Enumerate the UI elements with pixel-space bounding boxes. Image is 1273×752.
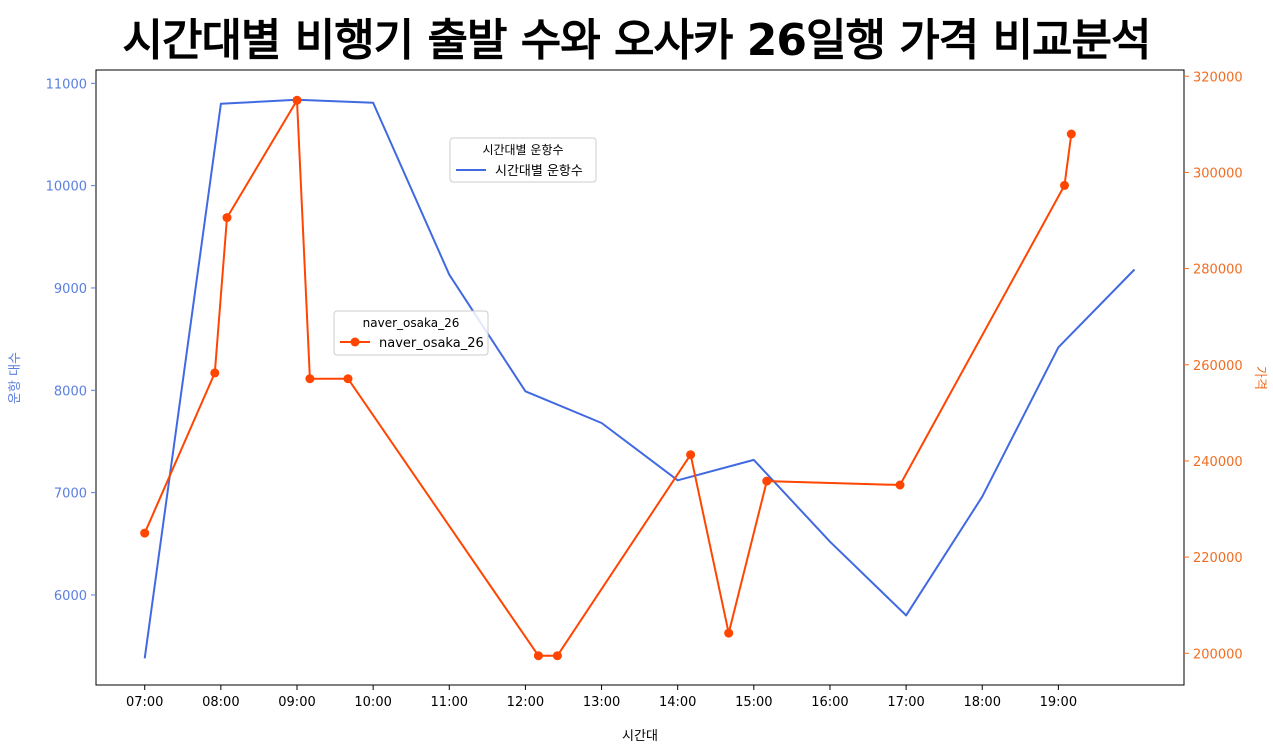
data-point	[895, 480, 905, 490]
legend-entry: 시간대별 운항수	[495, 164, 583, 179]
data-point	[762, 476, 772, 486]
data-point	[552, 651, 562, 661]
data-point	[292, 95, 302, 105]
data-point	[305, 374, 315, 384]
x-tick-label: 07:00	[126, 695, 163, 710]
y-right-tick-label: 300000	[1193, 166, 1243, 181]
legend-box	[449, 137, 597, 183]
legend-marker-swatch	[350, 337, 360, 347]
legend-naver-osaka: naver_osaka_26 naver_osaka_26	[333, 310, 489, 356]
y-left-axis-label: 운항 대수	[8, 352, 23, 404]
chart-title: 시간대별 비행기 출발 수와 오사카 26일행 가격 비교분석	[122, 15, 1151, 66]
y-left-axis: 6000 7000 8000 9000 10000 11000	[46, 77, 96, 604]
x-tick-label: 13:00	[583, 695, 620, 710]
y-right-tick-label: 260000	[1193, 359, 1243, 374]
data-point	[343, 374, 353, 384]
x-tick-label: 15:00	[735, 695, 772, 710]
legend-flights: 시간대별 운항수 시간대별 운항수	[449, 137, 597, 183]
x-tick-label: 09:00	[278, 695, 315, 710]
y-right-tick-label: 320000	[1193, 70, 1243, 85]
legend-title: 시간대별 운항수	[482, 143, 563, 157]
x-tick-label: 10:00	[354, 695, 391, 710]
y-right-tick-label: 200000	[1193, 647, 1243, 662]
legend-box	[333, 310, 489, 356]
data-point	[686, 450, 696, 460]
series-line-flights	[143, 98, 1136, 659]
data-point	[724, 628, 734, 638]
x-tick-label: 11:00	[431, 695, 468, 710]
y-left-tick-label: 9000	[54, 282, 87, 297]
data-point	[140, 528, 150, 538]
legend-entry: naver_osaka_26	[379, 336, 484, 351]
series-line-naver-osaka-26	[143, 99, 1073, 657]
y-left-tick-label: 11000	[46, 77, 87, 92]
x-axis: 07:00 08:00 09:00 10:00 11:00 12:00 13:00 14:00…	[126, 685, 1077, 710]
plot-frame	[95, 69, 1185, 686]
y-right-tick-label: 280000	[1193, 263, 1243, 278]
y-right-tick-label: 240000	[1193, 455, 1243, 470]
x-tick-label: 14:00	[659, 695, 696, 710]
data-point	[1060, 180, 1069, 190]
x-tick-label: 18:00	[964, 695, 1001, 710]
y-right-axis-label: 가격	[1252, 366, 1267, 390]
legend-title: naver_osaka_26	[363, 316, 460, 330]
y-right-axis: 200000 220000 240000 260000 280000 300000 3200…	[1184, 70, 1243, 662]
data-point	[1066, 129, 1076, 139]
data-point	[210, 368, 220, 378]
x-tick-label: 12:00	[507, 695, 544, 710]
data-point	[222, 213, 232, 223]
y-left-tick-label: 10000	[46, 180, 87, 195]
y-right-tick-label: 220000	[1193, 551, 1243, 566]
x-tick-label: 17:00	[887, 695, 924, 710]
x-axis-label: 시간대	[622, 729, 658, 744]
x-tick-label: 19:00	[1040, 695, 1077, 710]
series-layer	[140, 95, 1136, 661]
y-left-tick-label: 6000	[54, 589, 87, 604]
y-left-tick-label: 8000	[54, 384, 87, 399]
y-left-tick-label: 7000	[54, 487, 87, 502]
x-tick-label: 16:00	[811, 695, 848, 710]
x-tick-label: 08:00	[202, 695, 239, 710]
data-point	[533, 651, 543, 661]
